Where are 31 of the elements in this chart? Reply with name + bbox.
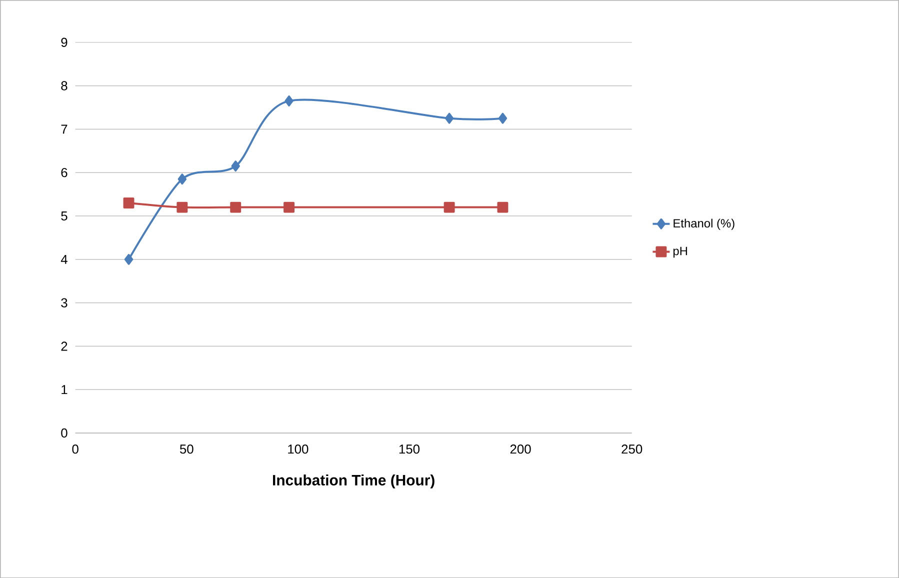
x-axis-title: Incubation Time (Hour)	[273, 474, 434, 488]
point	[123, 197, 134, 208]
point	[124, 254, 134, 265]
y-tick-label: 4	[60, 254, 68, 264]
legend-label: Ethanol (%)	[674, 218, 734, 230]
y-tick-label: 1	[62, 385, 68, 394]
x-tick-label: 250	[622, 444, 642, 454]
point	[176, 202, 188, 213]
point	[284, 202, 295, 213]
point	[498, 112, 508, 124]
y-tick-label: 6	[61, 168, 68, 178]
point	[444, 202, 455, 213]
y-tick-label: 7	[61, 124, 68, 134]
point	[230, 202, 242, 213]
point	[178, 173, 187, 184]
legend-label: pH	[673, 246, 687, 258]
x-tick-label: 50	[180, 444, 194, 454]
point	[444, 112, 454, 124]
x-tick-label: 0	[72, 444, 78, 454]
point	[284, 95, 294, 106]
y-tick-label: 2	[61, 342, 68, 351]
y-tick-label: 9	[61, 38, 68, 47]
y-tick-label: 8	[61, 81, 68, 90]
y-tick-label: 0	[61, 428, 68, 438]
y-tick-label: 5	[61, 211, 68, 220]
y-tick-label: 3	[61, 298, 68, 308]
x-tick-label: 150	[399, 444, 420, 454]
x-tick-label: 100	[288, 444, 308, 454]
point	[231, 160, 240, 172]
point	[497, 202, 508, 213]
x-tick-label: 200	[510, 444, 531, 454]
